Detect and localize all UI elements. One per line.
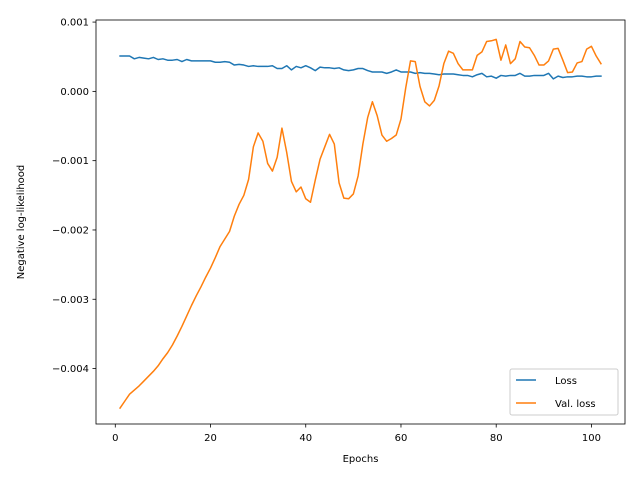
y-tick-label: 0.001 <box>60 18 89 29</box>
legend-label-val-loss: Val. loss <box>555 399 596 410</box>
x-tick-label: 0 <box>112 433 118 444</box>
x-axis-ticks: 0 20 40 60 80 100 <box>112 424 601 444</box>
legend-box <box>509 368 619 416</box>
plot-area <box>119 38 602 410</box>
x-tick-label: 100 <box>582 433 601 444</box>
axes-frame <box>95 19 626 425</box>
y-axis-ticks: 0.001 0.000 −0.001 −0.002 −0.003 −0.004 <box>52 18 96 375</box>
legend: Loss Val. loss <box>509 368 619 416</box>
x-tick-label: 40 <box>299 433 312 444</box>
y-tick-label: −0.003 <box>52 295 89 306</box>
y-tick-label: −0.004 <box>52 364 89 375</box>
x-axis-label: Epochs <box>343 454 379 465</box>
y-tick-label: −0.001 <box>52 156 89 167</box>
y-tick-label: 0.000 <box>60 87 89 98</box>
x-tick-label: 20 <box>204 433 217 444</box>
x-tick-label: 60 <box>395 433 408 444</box>
x-tick-label: 80 <box>490 433 503 444</box>
series-line-val-loss <box>119 38 602 410</box>
y-tick-label: −0.002 <box>52 225 89 236</box>
legend-label-loss: Loss <box>555 376 577 387</box>
y-axis-label: Negative log-likelihood <box>16 165 27 280</box>
series-line-loss <box>119 55 602 80</box>
